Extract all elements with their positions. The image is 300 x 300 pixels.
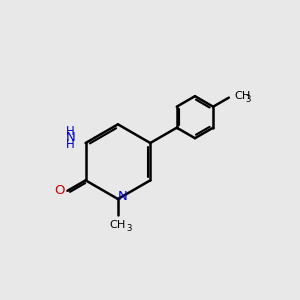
Text: O: O bbox=[54, 184, 64, 197]
Text: N: N bbox=[118, 190, 128, 202]
Text: H: H bbox=[66, 138, 75, 151]
Text: CH: CH bbox=[110, 220, 126, 230]
Text: 3: 3 bbox=[126, 224, 132, 233]
Text: 3: 3 bbox=[246, 95, 251, 104]
Text: N: N bbox=[65, 131, 75, 144]
Text: CH: CH bbox=[234, 91, 250, 101]
Text: H: H bbox=[66, 125, 75, 138]
